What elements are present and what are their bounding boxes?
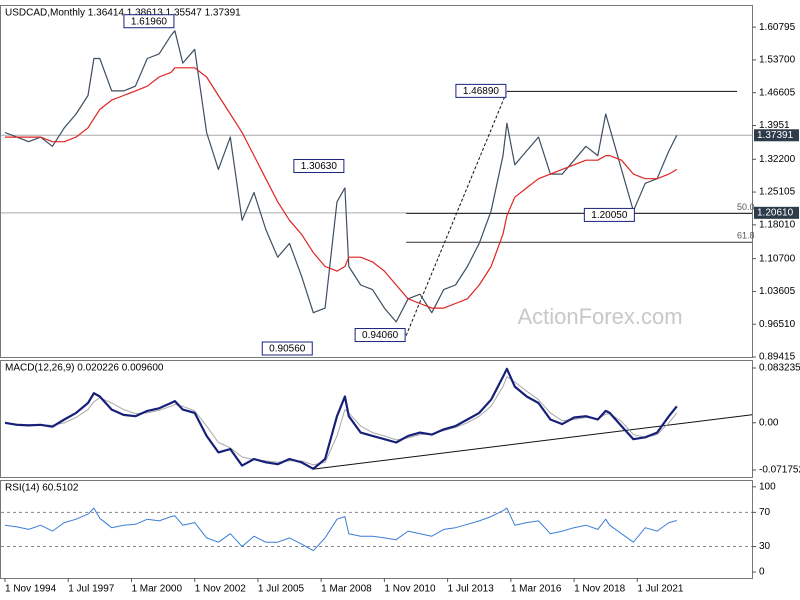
annotation-label: 1.46890 xyxy=(463,86,500,97)
annotation-box xyxy=(354,328,406,343)
trendline xyxy=(313,414,753,470)
x-tick-label: 1 Nov 2002 xyxy=(195,584,247,595)
level-box-label: 1.20610 xyxy=(757,207,794,218)
level-box xyxy=(754,206,799,219)
y-tick-label: -0.071752 xyxy=(759,465,800,476)
annotation-label: 1.20050 xyxy=(591,210,628,221)
annotation-box xyxy=(293,159,345,174)
series-line xyxy=(5,67,678,309)
panel-title: MACD(12,26,9) 0.020226 0.009600 xyxy=(5,363,164,374)
y-tick-label: 0.89415 xyxy=(759,352,796,363)
y-tick-label: 1.46605 xyxy=(759,87,796,98)
y-tick-label: 1.10700 xyxy=(759,253,796,264)
y-tick-label: 1.53700 xyxy=(759,55,796,66)
x-tick-label: 1 Mar 2000 xyxy=(131,584,182,595)
y-tick-label: 1.60795 xyxy=(759,22,796,33)
y-tick-label: 1.18010 xyxy=(759,219,796,230)
watermark: ActionForex.com xyxy=(517,304,682,329)
annotation-box xyxy=(583,207,635,222)
fib-label: 50.0 xyxy=(737,202,755,212)
panel-frame xyxy=(0,480,753,579)
price-box xyxy=(754,129,799,142)
annotation-label: 1.61960 xyxy=(131,16,168,27)
y-tick-label: 0.96510 xyxy=(759,319,796,330)
y-tick-label: 30 xyxy=(759,541,771,552)
x-tick-label: 1 Mar 2008 xyxy=(321,584,372,595)
x-tick-label: 1 Jul 2021 xyxy=(637,584,684,595)
annotation-box xyxy=(261,341,313,356)
y-tick-label: 1.32200 xyxy=(759,154,796,165)
annotation-label: 1.30630 xyxy=(301,161,338,172)
panel-frame xyxy=(0,5,753,358)
annotation-box xyxy=(455,83,507,98)
y-tick-label: 1.25105 xyxy=(759,187,796,198)
series-line xyxy=(4,30,678,323)
x-tick-label: 1 Jul 1997 xyxy=(68,584,115,595)
y-tick-label: 0.00 xyxy=(759,417,779,428)
panel-frame xyxy=(0,360,753,478)
x-tick-label: 1 Jul 2013 xyxy=(448,584,495,595)
annotation-box xyxy=(123,14,175,29)
annotation-label: 0.94060 xyxy=(362,330,399,341)
panel-title: USDCAD,Monthly 1.36414 1.38613 1.35547 1… xyxy=(5,8,241,19)
price-box-label: 1.37391 xyxy=(757,130,794,141)
y-tick-label: 100 xyxy=(759,481,776,492)
annotation-label: 0.90560 xyxy=(269,344,306,355)
y-tick-label: 0 xyxy=(759,567,765,578)
fib-label: 61.8 xyxy=(737,231,755,241)
x-tick-label: 1 Nov 1994 xyxy=(5,584,57,595)
trendline xyxy=(405,91,508,336)
x-tick-label: 1 Jul 2005 xyxy=(258,584,305,595)
x-tick-label: 1 Mar 2016 xyxy=(511,584,562,595)
series-line xyxy=(4,367,678,470)
series-line xyxy=(4,507,677,552)
y-tick-label: 70 xyxy=(759,507,771,518)
y-tick-label: 0.083235 xyxy=(759,363,800,374)
panel-title: RSI(14) 60.5102 xyxy=(5,483,79,494)
y-tick-label: 1.3951 xyxy=(759,120,790,131)
y-tick-label: 1.03605 xyxy=(759,286,796,297)
x-tick-label: 1 Nov 2018 xyxy=(574,584,626,595)
x-tick-label: 1 Nov 2010 xyxy=(384,584,436,595)
